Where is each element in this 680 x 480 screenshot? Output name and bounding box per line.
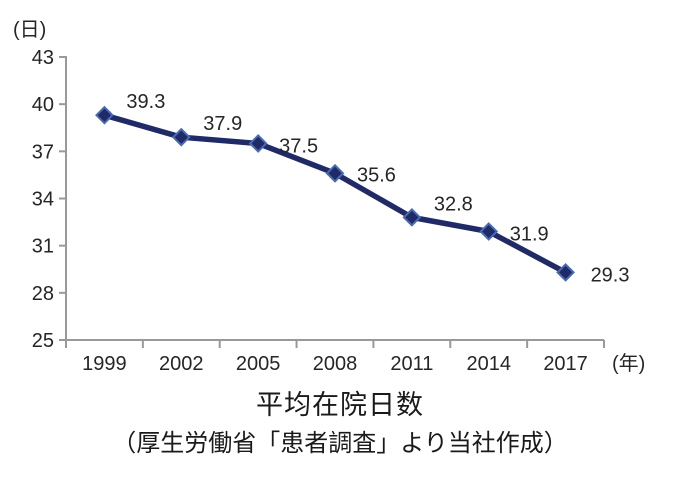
y-axis-tick-label: 31 — [32, 236, 54, 258]
y-axis-tick-label: 43 — [32, 47, 54, 69]
data-point-marker — [95, 105, 114, 125]
chart-title: 平均在院日数 — [256, 390, 424, 420]
x-axis-tick-label: 2008 — [313, 353, 358, 375]
y-axis-unit-label: (日) — [13, 19, 46, 41]
data-point-marker — [402, 207, 422, 227]
x-axis-tick-label: 2011 — [390, 353, 433, 375]
x-axis-tick-label: 2014 — [466, 353, 511, 375]
data-point-marker — [248, 134, 268, 153]
x-axis-tick-label: 2002 — [159, 353, 204, 375]
x-axis-tick-label: 2005 — [236, 353, 281, 375]
data-point-marker — [171, 127, 191, 147]
data-point-label: 31.9 — [510, 224, 549, 246]
data-point-label: 35.6 — [357, 164, 396, 186]
y-axis-tick-label: 34 — [32, 189, 54, 211]
data-point-label: 37.5 — [279, 135, 318, 157]
data-point-label: 32.8 — [434, 193, 473, 215]
x-axis-tick-label: 1999 — [82, 353, 127, 375]
data-point-marker — [479, 222, 499, 241]
y-axis-tick-label: 37 — [32, 141, 54, 163]
chart-source-note: （厚生労働省「患者調査」より当社作成） — [112, 430, 568, 457]
data-point-marker — [325, 163, 345, 183]
data-point-marker — [556, 262, 575, 282]
x-axis-unit-label: (年) — [612, 352, 645, 375]
y-axis-tick-label: 25 — [32, 330, 54, 352]
y-axis-tick-label: 40 — [32, 94, 54, 116]
x-axis-tick-label: 2017 — [543, 353, 588, 375]
y-axis-tick-label: 28 — [32, 283, 54, 305]
data-point-label: 39.3 — [126, 91, 165, 113]
data-point-label: 37.9 — [203, 113, 242, 135]
data-point-label: 29.3 — [591, 264, 630, 286]
